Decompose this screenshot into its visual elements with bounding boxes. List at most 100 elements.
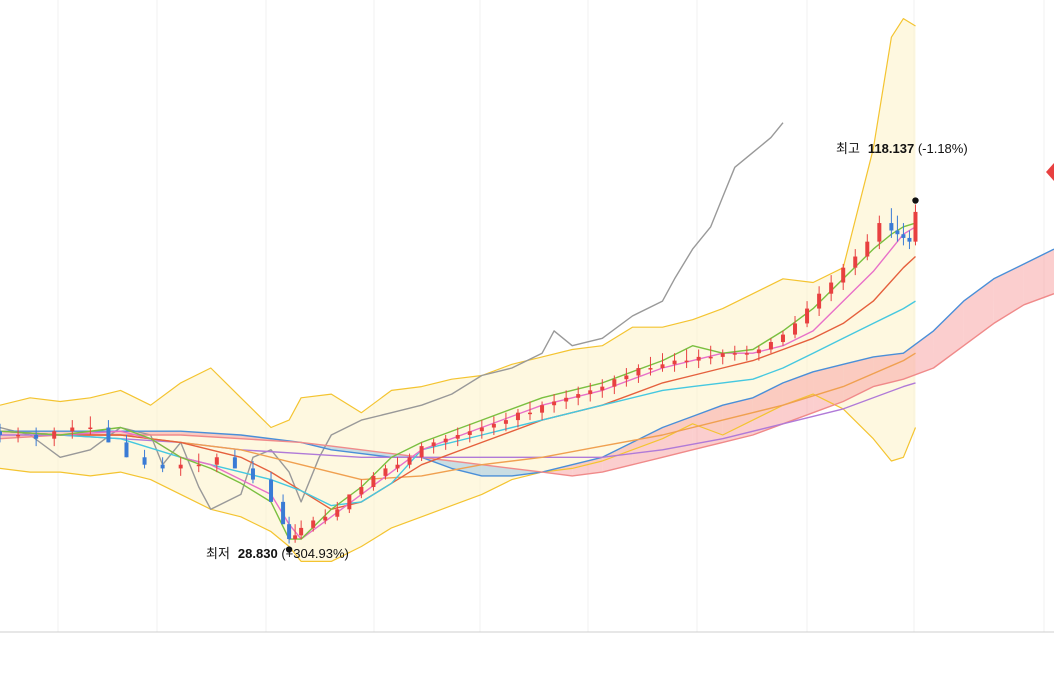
candle-body-37: [515, 412, 520, 421]
price-low-line: [0, 393, 917, 562]
candle-body-7: [124, 442, 129, 458]
candle-body-45: [612, 379, 617, 387]
candle-body-53: [708, 356, 713, 359]
candle-body-18: [293, 535, 298, 540]
low-change: (+304.93%): [281, 546, 349, 561]
candle-body-58: [768, 342, 773, 350]
candle-body-20: [311, 520, 316, 528]
high-value: 118.137: [867, 141, 915, 156]
candle-body-47: [636, 368, 641, 376]
candle-body-57: [756, 349, 761, 354]
ichimoku-span-b: [0, 293, 1054, 477]
candle-body-44: [600, 386, 605, 391]
candle-body-30: [431, 442, 436, 447]
candle-body-15: [269, 479, 274, 502]
cloud-segment-7: [361, 449, 392, 458]
low-value: 28.830: [237, 546, 278, 561]
candle-body-36: [503, 420, 508, 424]
candle-body-22: [335, 509, 340, 517]
candle-body-60: [793, 323, 798, 335]
candle-body-19: [299, 527, 304, 536]
candle-body-70: [901, 234, 906, 238]
candle-body-14: [250, 468, 255, 480]
candle-body-5: [88, 427, 93, 430]
candle-body-13: [232, 457, 237, 469]
cloud-segment-28: [993, 263, 1024, 324]
candle-body-9: [160, 464, 165, 469]
moving-average-10: [0, 226, 916, 540]
candle-body-34: [479, 427, 484, 432]
candle-body-43: [588, 390, 593, 395]
high-label: 최고: [836, 141, 860, 156]
candle-body-46: [624, 375, 629, 380]
candle-body-67: [877, 223, 882, 242]
candle-body-63: [829, 282, 834, 294]
candle-body-35: [491, 423, 496, 428]
candle-body-71: [907, 237, 912, 242]
candle-body-50: [672, 360, 677, 365]
candle-body-54: [720, 353, 725, 357]
cloud-segment-21: [782, 371, 814, 424]
candle-body-0: [0, 431, 2, 435]
cloud-segment-17: [662, 416, 693, 458]
cloud-segment-25: [903, 330, 934, 380]
candle-body-8: [142, 457, 147, 465]
candle-body-3: [52, 431, 57, 439]
cloud-segment-10: [451, 460, 482, 476]
candle-body-65: [853, 256, 858, 268]
candle-body-39: [540, 405, 545, 413]
cloud-segment-26: [933, 301, 964, 369]
cloud-segment-24: [873, 353, 904, 387]
candle-body-6: [106, 427, 111, 443]
series-lines: [0, 18, 1054, 562]
current-price-marker: [1046, 163, 1054, 181]
candle-body-61: [805, 308, 810, 324]
high-change: (-1.18%): [917, 141, 968, 156]
candle-body-40: [552, 401, 557, 406]
moving-average-20: [0, 300, 916, 507]
cloud-segment-22: [813, 364, 844, 413]
cloud-segment-12: [511, 468, 543, 476]
low-marker-dot: [285, 546, 293, 553]
bands: [0, 18, 1054, 562]
candle-body-49: [660, 364, 665, 369]
candles: [0, 204, 918, 544]
candle-body-26: [383, 468, 388, 476]
candle-body-69: [895, 230, 900, 235]
candle-body-29: [419, 446, 424, 458]
candle-body-52: [696, 356, 701, 361]
candle-body-25: [371, 475, 376, 488]
candle-body-31: [443, 438, 448, 443]
candle-body-72: [913, 211, 918, 242]
candle-body-51: [684, 360, 689, 363]
cloud-segment-6: [331, 446, 362, 454]
markers: [285, 197, 919, 553]
low-annotation: 최저 28.830 (+304.93%): [206, 543, 349, 562]
candle-body-56: [744, 353, 749, 355]
candle-body-62: [817, 293, 822, 309]
candle-body-10: [178, 464, 183, 469]
candle-body-1: [16, 434, 21, 437]
candle-body-27: [395, 464, 400, 469]
cloud-segment-29: [1023, 249, 1054, 305]
candle-body-42: [576, 394, 581, 398]
candle-body-16: [281, 501, 286, 525]
high-annotation: 최고 118.137 (-1.18%): [836, 138, 968, 157]
candle-body-24: [359, 487, 364, 495]
high-marker-dot: [912, 197, 919, 204]
candle-body-23: [347, 494, 352, 510]
candle-body-48: [648, 368, 653, 370]
price-band-fill: [0, 18, 916, 562]
cloud-segment-11: [481, 464, 512, 476]
cloud-segment-18: [692, 405, 723, 450]
candle-body-11: [196, 464, 201, 467]
candle-body-17: [287, 524, 292, 540]
candle-body-33: [467, 431, 472, 435]
candle-body-2: [34, 434, 39, 439]
candle-body-68: [889, 223, 894, 231]
cloud-segment-3: [180, 431, 241, 439]
cloud-segment-27: [963, 278, 994, 346]
candle-body-66: [865, 241, 870, 257]
candle-body-4: [70, 427, 75, 432]
